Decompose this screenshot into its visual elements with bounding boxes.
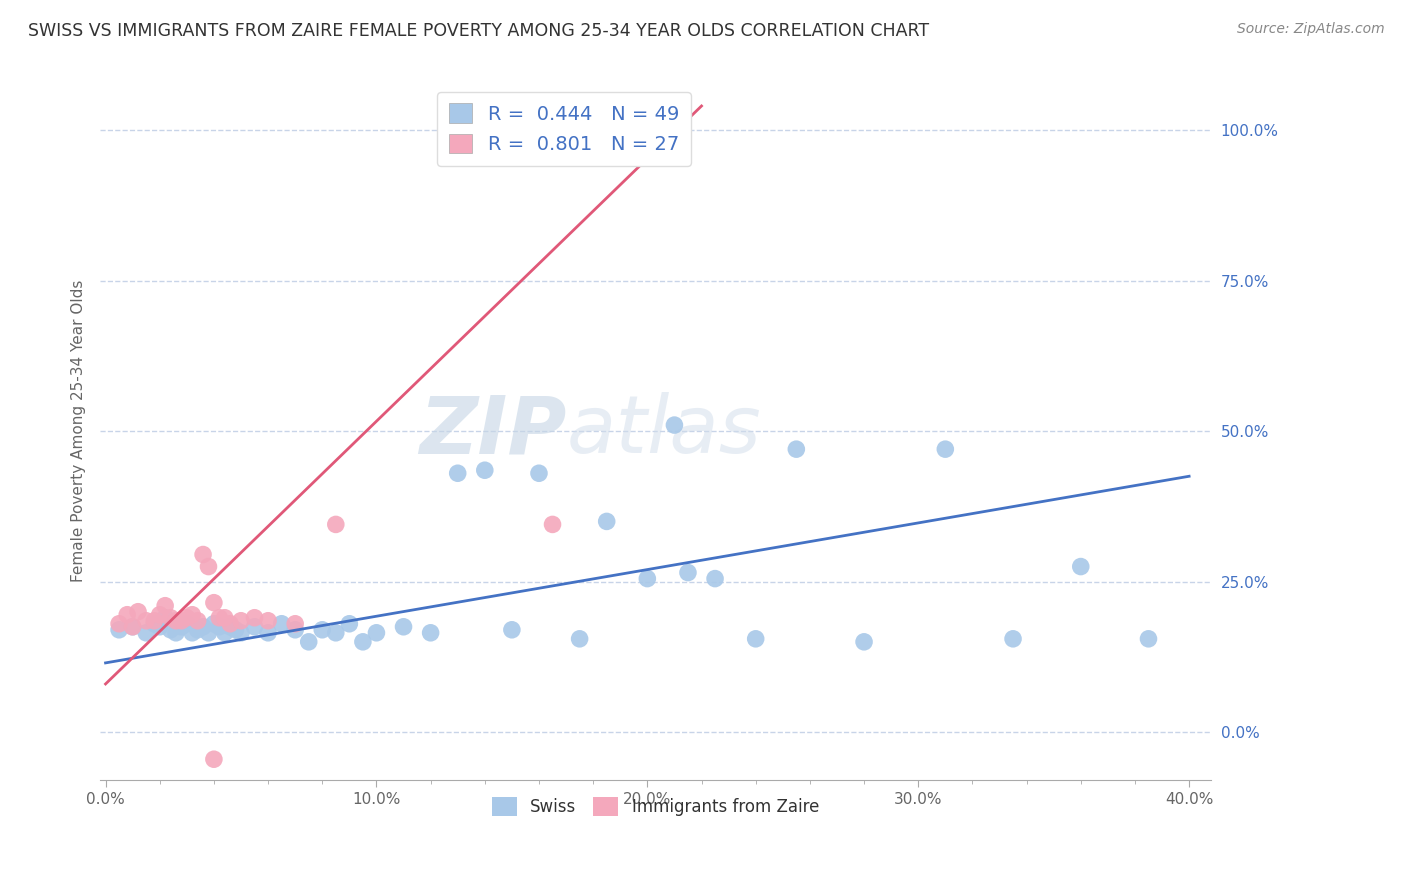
Point: [208, 611, 231, 625]
Point: [202, 616, 225, 631]
Point: [229, 614, 252, 628]
Point: [159, 611, 181, 625]
Point: [596, 515, 619, 529]
Point: [165, 614, 187, 628]
Point: [149, 620, 172, 634]
Point: [541, 517, 564, 532]
Point: [108, 616, 131, 631]
Point: [214, 611, 236, 625]
Point: [143, 614, 166, 628]
Point: [159, 623, 181, 637]
Point: [366, 625, 388, 640]
Point: [337, 616, 360, 631]
Point: [127, 605, 149, 619]
Point: [108, 623, 131, 637]
Point: [243, 620, 266, 634]
Point: [214, 625, 236, 640]
Text: atlas: atlas: [567, 392, 762, 470]
Point: [170, 620, 193, 634]
Point: [419, 625, 441, 640]
Point: [143, 616, 166, 631]
Point: [527, 467, 550, 481]
Point: [392, 620, 415, 634]
Point: [225, 623, 247, 637]
Point: [181, 607, 204, 622]
Text: ZIP: ZIP: [419, 392, 567, 470]
Point: [853, 635, 876, 649]
Point: [257, 625, 280, 640]
Point: [474, 463, 496, 477]
Point: [229, 625, 252, 640]
Point: [176, 616, 198, 631]
Point: [176, 611, 198, 625]
Point: [676, 566, 699, 580]
Point: [257, 614, 280, 628]
Point: [149, 607, 172, 622]
Text: SWISS VS IMMIGRANTS FROM ZAIRE FEMALE POVERTY AMONG 25-34 YEAR OLDS CORRELATION : SWISS VS IMMIGRANTS FROM ZAIRE FEMALE PO…: [28, 22, 929, 40]
Point: [187, 623, 209, 637]
Point: [704, 572, 727, 586]
Point: [1137, 632, 1160, 646]
Text: Source: ZipAtlas.com: Source: ZipAtlas.com: [1237, 22, 1385, 37]
Point: [219, 616, 242, 631]
Point: [636, 572, 658, 586]
Point: [298, 635, 321, 649]
Point: [191, 548, 214, 562]
Point: [785, 442, 807, 457]
Point: [270, 616, 292, 631]
Point: [744, 632, 766, 646]
Point: [284, 623, 307, 637]
Point: [352, 635, 374, 649]
Point: [121, 620, 143, 634]
Point: [243, 611, 266, 625]
Point: [187, 614, 209, 628]
Point: [664, 418, 686, 433]
Point: [325, 517, 347, 532]
Point: [153, 611, 176, 625]
Point: [197, 559, 219, 574]
Y-axis label: Female Poverty Among 25-34 Year Olds: Female Poverty Among 25-34 Year Olds: [72, 280, 86, 582]
Point: [197, 625, 219, 640]
Point: [311, 623, 333, 637]
Point: [121, 620, 143, 634]
Point: [170, 614, 193, 628]
Point: [1070, 559, 1092, 574]
Point: [135, 625, 157, 640]
Point: [1002, 632, 1025, 646]
Point: [219, 620, 242, 634]
Point: [501, 623, 523, 637]
Point: [447, 467, 470, 481]
Point: [181, 625, 204, 640]
Point: [115, 607, 138, 622]
Point: [568, 632, 591, 646]
Point: [325, 625, 347, 640]
Point: [202, 596, 225, 610]
Point: [191, 620, 214, 634]
Point: [165, 625, 187, 640]
Legend: Swiss, Immigrants from Zaire: Swiss, Immigrants from Zaire: [484, 789, 827, 824]
Point: [284, 616, 307, 631]
Point: [208, 620, 231, 634]
Point: [135, 614, 157, 628]
Point: [934, 442, 956, 457]
Point: [202, 752, 225, 766]
Point: [153, 599, 176, 613]
